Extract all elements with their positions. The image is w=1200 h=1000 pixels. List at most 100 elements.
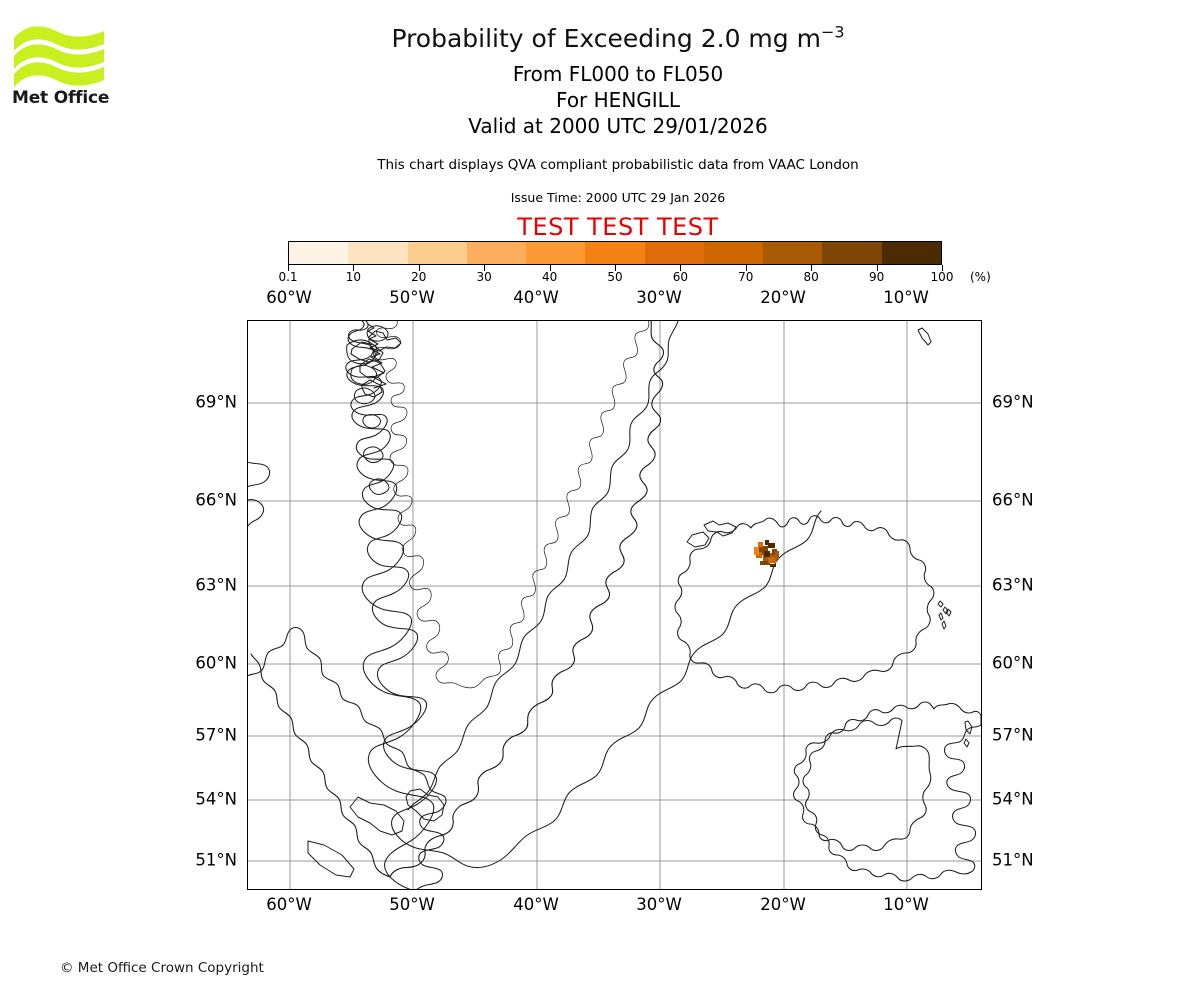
colorbar-unit-label: (%) <box>970 270 991 284</box>
colorbar-segment-8 <box>763 242 823 264</box>
colorbar-tick-label-7: 70 <box>738 270 754 284</box>
colorbar-tick-label-8: 80 <box>803 270 819 284</box>
lat-label-left-1: 66°N <box>195 490 237 510</box>
colorbar-tick-label-2: 20 <box>411 270 427 284</box>
coastline-newfoundland <box>405 788 445 822</box>
coastline-island-se <box>941 608 952 630</box>
chart-subtitle-valid-time: Valid at 2000 UTC 29/01/2026 <box>468 114 768 138</box>
chart-title-exponent: −3 <box>820 22 845 42</box>
colorbar-segment-7 <box>703 242 764 264</box>
map-canvas <box>248 321 981 889</box>
colorbar-tick-5 <box>615 265 616 271</box>
map-panel[interactable] <box>247 320 982 890</box>
colorbar-ticks <box>288 265 943 275</box>
chart-disclaimer: This chart displays QVA compliant probab… <box>377 157 859 173</box>
colorbar-tick-label-9: 90 <box>868 270 885 284</box>
coastlines <box>250 321 665 878</box>
world-coastlines <box>350 330 402 398</box>
coastline-greenland-nw-islands <box>350 330 402 398</box>
coastline-greenland-west <box>345 321 438 849</box>
colorbar-segment-9 <box>822 242 882 264</box>
coastline-canada-gulf <box>307 796 405 878</box>
colorbar-tick-0 <box>288 265 289 271</box>
colorbar-tick-label-5: 50 <box>607 270 623 284</box>
colorbar-tick-4 <box>549 265 551 271</box>
coastline-shetland <box>963 720 973 748</box>
colorbar-tick-1 <box>353 265 355 271</box>
coastline-greenland-west <box>250 653 391 878</box>
lon-label-bottom-3: 30°W <box>636 895 682 914</box>
coastline-greenland-south-east <box>415 510 822 869</box>
copyright-text: © Met Office Crown Copyright <box>60 960 264 976</box>
lat-label-right-5: 54°N <box>992 789 1034 809</box>
colorbar-segment-5 <box>585 242 645 264</box>
colorbar-segment-10 <box>881 242 941 264</box>
chart-issue-time: Issue Time: 2000 UTC 29 Jan 2026 <box>510 190 726 205</box>
lat-label-right-2: 63°N <box>992 575 1034 595</box>
volcano-source-marker <box>764 551 770 557</box>
probability-colorbar <box>288 241 942 265</box>
coastline-ireland-visible <box>793 717 932 851</box>
lon-label-top-5: 10°W <box>883 288 929 307</box>
colorbar-tick-6 <box>680 265 682 271</box>
lon-label-bottom-0: 60°W <box>266 895 312 914</box>
colorbar-segment-1 <box>348 242 408 264</box>
lat-label-left-2: 63°N <box>195 575 237 595</box>
lon-label-top-4: 20°W <box>760 288 806 307</box>
lon-label-top-1: 50°W <box>389 288 435 307</box>
colorbar-tick-3 <box>484 265 486 271</box>
colorbar-segment-4 <box>526 242 586 264</box>
lon-label-top-0: 60°W <box>266 288 312 307</box>
coastline-iceland-fjords <box>686 520 737 548</box>
lon-label-bottom-5: 10°W <box>883 895 929 914</box>
colorbar-gradient <box>288 241 942 265</box>
lon-label-top-3: 30°W <box>636 288 682 307</box>
met-office-logo <box>12 22 122 114</box>
chart-title-text: Probability of Exceeding 2.0 mg m <box>391 24 821 53</box>
colorbar-tick-labels: 0.1 10 20 30 40 50 60 70 80 90 100 <box>0 270 1200 288</box>
coastline-great-britain <box>802 701 981 882</box>
lat-label-left-5: 54°N <box>195 789 237 809</box>
colorbar-segment-3 <box>466 242 527 264</box>
lat-label-left-4: 57°N <box>195 725 237 745</box>
lat-label-right-3: 60°N <box>992 653 1034 673</box>
lon-label-bottom-4: 20°W <box>760 895 806 914</box>
colorbar-tick-2 <box>418 265 420 271</box>
colorbar-tick-10 <box>942 265 943 271</box>
map-gridlines <box>248 321 981 889</box>
lat-label-left-6: 51°N <box>195 850 237 870</box>
colorbar-tick-label-0: 0.1 <box>278 270 298 284</box>
colorbar-tick-8 <box>811 265 813 271</box>
coastline-jan-mayen <box>917 327 932 346</box>
met-office-logo-text: Met Office <box>12 88 110 108</box>
coastline-greenland <box>373 321 650 689</box>
lat-label-left-3: 60°N <box>195 653 237 673</box>
coastline-greenland-east <box>389 321 665 878</box>
lat-label-left-0: 69°N <box>195 392 237 412</box>
colorbar-tick-label-6: 60 <box>672 270 689 284</box>
lat-label-right-4: 57°N <box>992 725 1034 745</box>
coastline-greenland-east-visible <box>407 321 679 811</box>
lon-label-bottom-2: 40°W <box>513 895 559 914</box>
colorbar-tick-7 <box>745 265 747 271</box>
colorbar-tick-9 <box>876 265 878 271</box>
chart-subtitle-flight-levels: From FL000 to FL050 <box>512 62 724 86</box>
lat-label-right-0: 69°N <box>992 392 1034 412</box>
lat-label-right-6: 51°N <box>992 850 1034 870</box>
lon-label-top-2: 40°W <box>513 288 559 307</box>
coastline-greenland-islands <box>346 325 390 495</box>
lon-label-bottom-1: 50°W <box>389 895 435 914</box>
colorbar-tick-label-1: 10 <box>345 270 362 284</box>
coastline-canada <box>248 461 447 889</box>
met-office-wave-icon <box>14 26 104 87</box>
colorbar-tick-label-3: 30 <box>476 270 492 284</box>
coastline-greenland-visible <box>346 321 435 889</box>
colorbar-segment-0 <box>289 242 349 264</box>
colorbar-segment-6 <box>644 242 704 264</box>
colorbar-tick-label-10: 100 <box>930 270 954 284</box>
ash-probability-region <box>754 540 779 567</box>
colorbar-tick-label-4: 40 <box>541 270 558 284</box>
chart-subtitle-volcano: For HENGILL <box>556 88 680 112</box>
lat-label-right-1: 66°N <box>992 490 1034 510</box>
